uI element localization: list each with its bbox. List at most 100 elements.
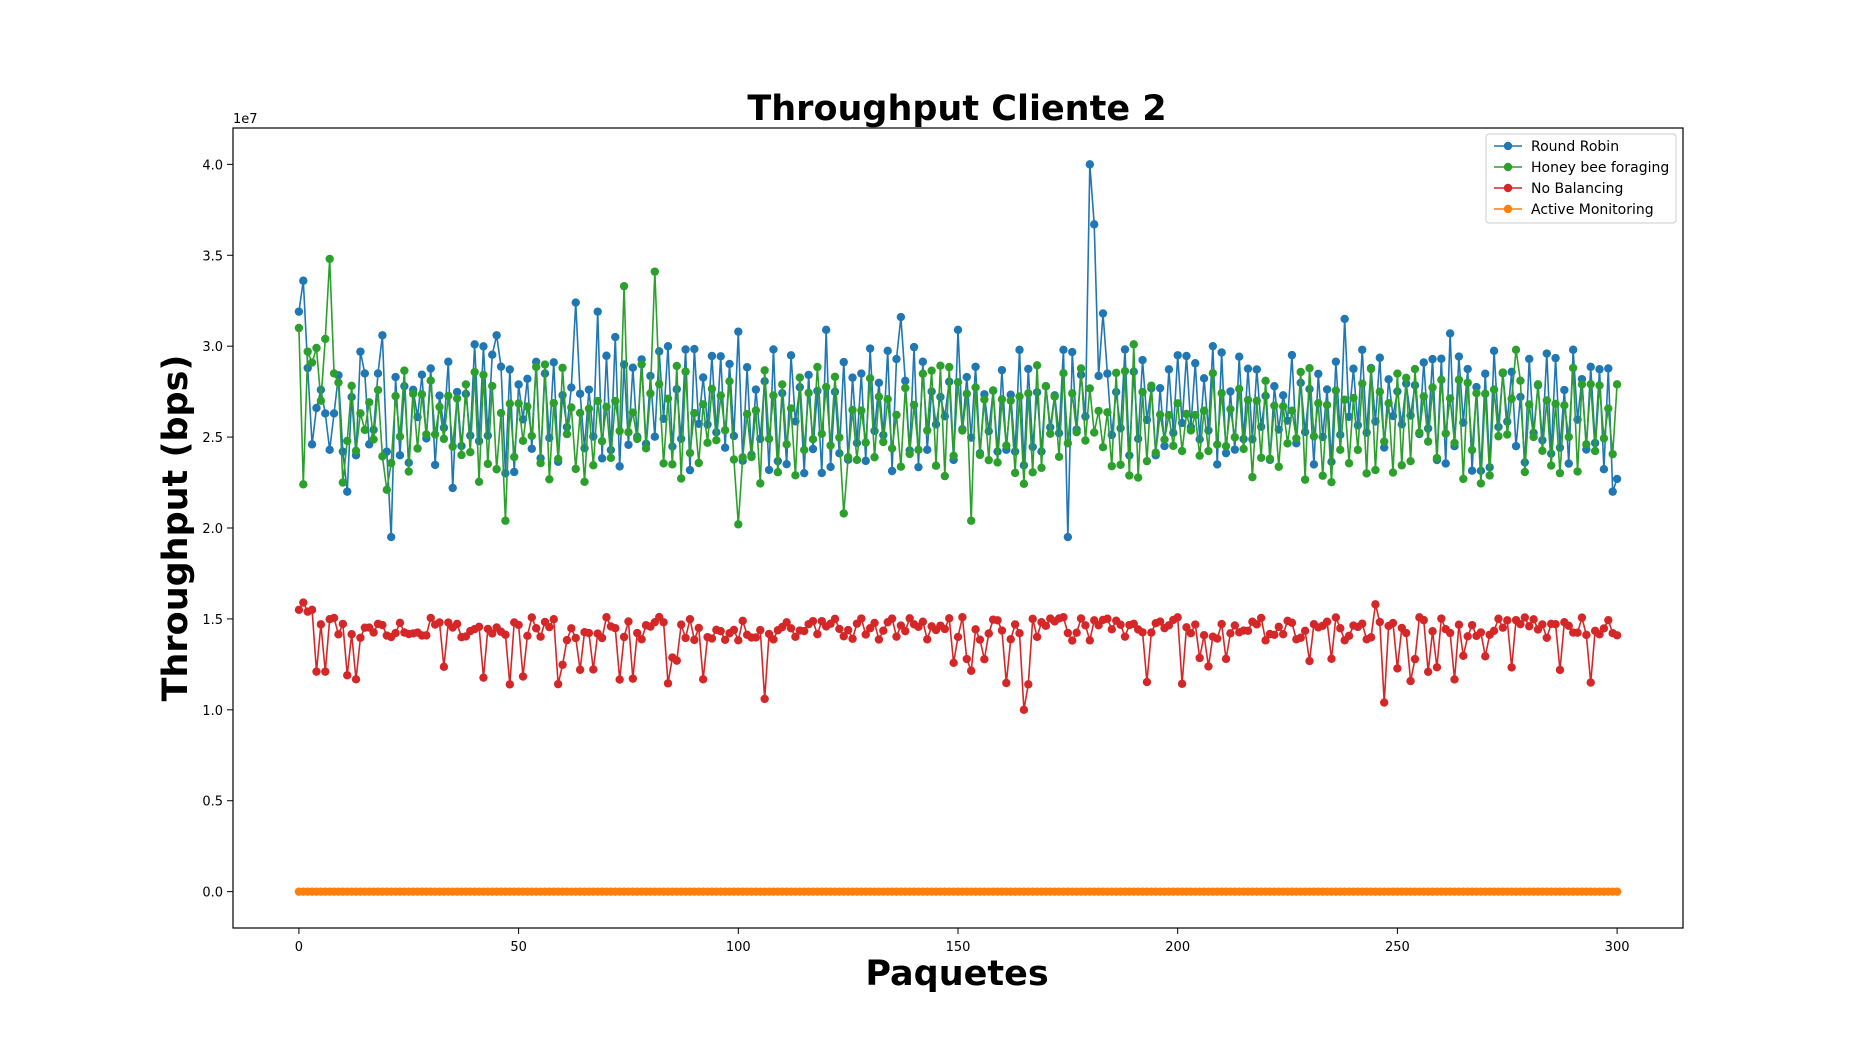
- data-point: [1599, 624, 1609, 633]
- data-point: [369, 435, 378, 444]
- data-point: [672, 361, 681, 371]
- data-point: [1401, 628, 1411, 638]
- data-point: [321, 667, 330, 676]
- data-point: [813, 362, 822, 372]
- data-point: [571, 633, 580, 643]
- data-point: [1371, 600, 1380, 609]
- data-point: [1287, 350, 1297, 360]
- data-point: [1186, 426, 1196, 435]
- data-point: [782, 459, 791, 469]
- data-point: [408, 389, 418, 398]
- data-point: [1037, 463, 1046, 473]
- data-point: [659, 459, 668, 468]
- data-point: [479, 342, 488, 351]
- data-point: [1318, 471, 1327, 480]
- data-point: [1085, 636, 1095, 645]
- data-point: [1120, 632, 1130, 641]
- data-point: [466, 447, 475, 457]
- data-point: [329, 409, 339, 418]
- data-point: [1406, 676, 1415, 686]
- data-point: [1511, 441, 1521, 451]
- data-point: [457, 450, 466, 460]
- data-point: [444, 357, 453, 366]
- data-point: [865, 374, 875, 383]
- data-point: [936, 392, 945, 402]
- data-point: [1019, 479, 1029, 489]
- data-point: [918, 369, 928, 378]
- data-point: [386, 458, 396, 468]
- data-point: [1498, 368, 1508, 377]
- data-point: [778, 380, 787, 389]
- data-point: [1542, 349, 1551, 358]
- y-tick-label: 0.0: [202, 886, 223, 901]
- data-point: [1063, 532, 1073, 542]
- data-point: [395, 432, 405, 441]
- data-point: [672, 656, 681, 665]
- data-point: [1164, 365, 1174, 374]
- data-point: [523, 374, 532, 384]
- data-point: [839, 509, 848, 518]
- data-point: [510, 467, 519, 477]
- data-point: [628, 408, 638, 417]
- data-point: [1327, 654, 1336, 664]
- data-point: [501, 469, 510, 478]
- data-point: [909, 342, 919, 352]
- data-point: [1169, 441, 1178, 451]
- data-point: [611, 624, 620, 633]
- data-point: [905, 614, 914, 623]
- data-point: [1191, 410, 1200, 420]
- data-point: [444, 391, 453, 401]
- data-point: [1063, 439, 1073, 448]
- data-point: [448, 442, 457, 451]
- data-point: [945, 362, 954, 372]
- data-point: [1256, 613, 1266, 623]
- data-point: [1217, 389, 1226, 398]
- data-point: [786, 351, 796, 360]
- series-layer: [294, 160, 1622, 896]
- data-point: [905, 449, 914, 459]
- data-point: [1445, 628, 1455, 638]
- data-point: [945, 614, 954, 623]
- data-point: [861, 438, 870, 447]
- data-point: [1142, 677, 1152, 687]
- data-point: [452, 619, 462, 629]
- data-point: [1538, 620, 1547, 629]
- data-point: [624, 428, 633, 437]
- data-point: [1261, 636, 1270, 645]
- data-point: [901, 626, 910, 636]
- data-point: [988, 386, 998, 395]
- data-point: [1393, 664, 1402, 673]
- data-point: [545, 622, 554, 632]
- data-point: [650, 432, 660, 441]
- data-point: [655, 379, 664, 389]
- data-point: [404, 467, 413, 476]
- data-point: [316, 620, 326, 629]
- y-tick-label: 3.5: [202, 249, 223, 264]
- data-point: [641, 444, 651, 453]
- data-point: [760, 694, 769, 704]
- data-point: [1309, 460, 1319, 469]
- data-point: [720, 426, 730, 435]
- data-point: [1494, 614, 1503, 623]
- data-point: [681, 633, 690, 643]
- data-point: [1191, 359, 1200, 368]
- data-point: [870, 426, 879, 436]
- data-point: [821, 382, 831, 392]
- data-point: [1252, 396, 1261, 405]
- data-point: [826, 462, 835, 472]
- data-point: [1560, 401, 1569, 410]
- data-point: [417, 390, 427, 399]
- data-point: [514, 620, 523, 630]
- data-point: [1428, 354, 1437, 364]
- data-point: [861, 456, 870, 466]
- data-point: [1129, 367, 1138, 376]
- data-point: [1063, 628, 1073, 638]
- data-point: [1010, 447, 1020, 456]
- data-point: [1287, 618, 1297, 627]
- data-point: [694, 623, 703, 633]
- data-point: [1019, 461, 1029, 470]
- data-point: [430, 430, 440, 439]
- data-point: [470, 367, 479, 377]
- data-point: [1041, 621, 1051, 631]
- data-point: [861, 630, 870, 639]
